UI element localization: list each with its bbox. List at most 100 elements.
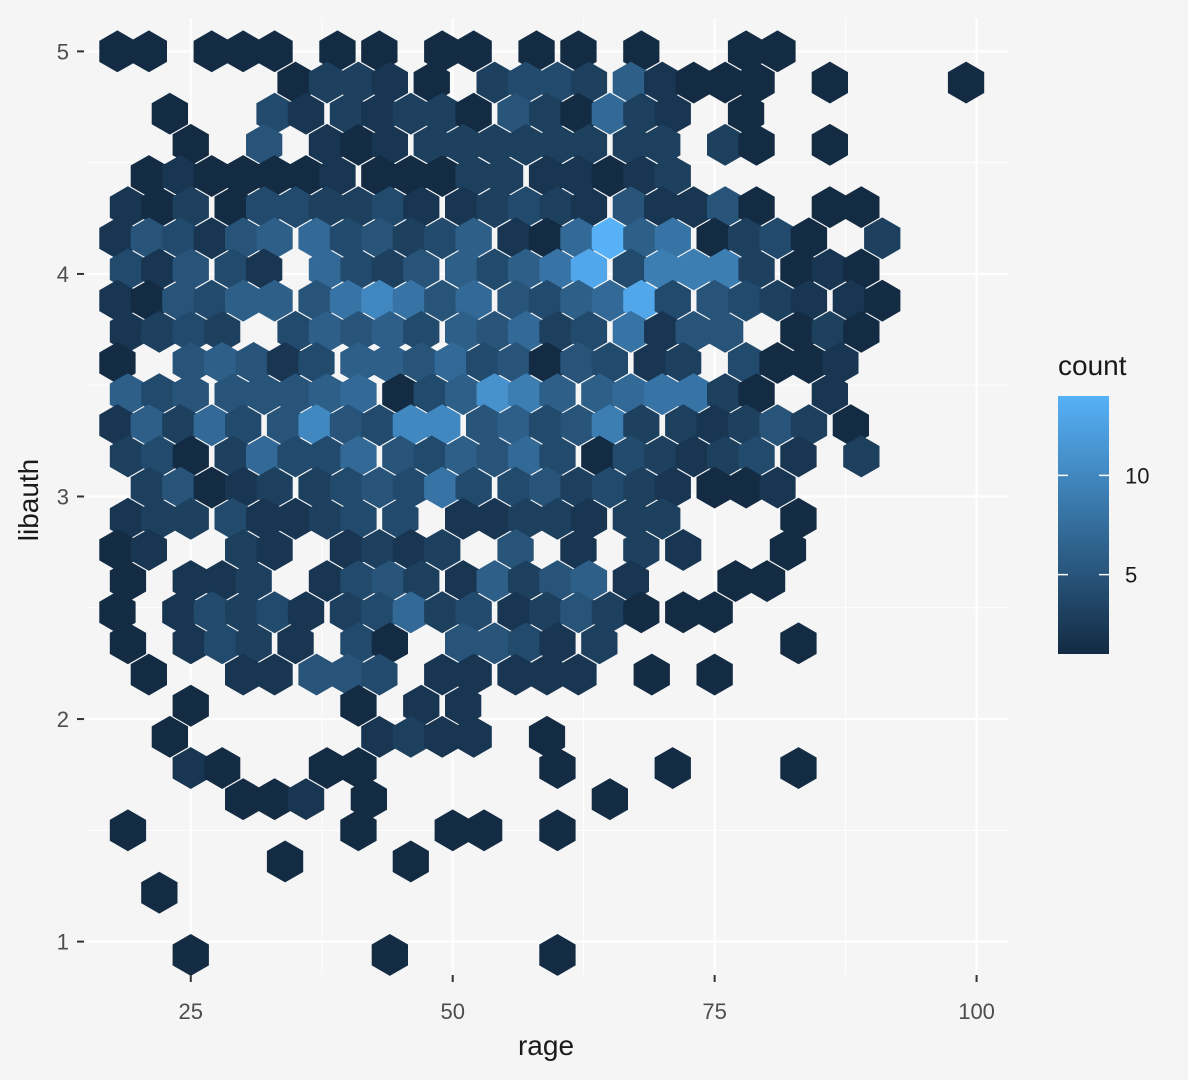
hex-bin bbox=[403, 248, 440, 291]
hex-bin bbox=[256, 217, 293, 260]
hex-bin bbox=[654, 466, 691, 509]
hex-bin bbox=[130, 529, 167, 571]
hex-bin bbox=[99, 404, 136, 447]
hex-bin bbox=[832, 279, 869, 322]
hex-bin bbox=[109, 497, 147, 540]
hex-bin bbox=[843, 186, 880, 229]
hex-bin bbox=[256, 30, 293, 73]
hex-bin bbox=[748, 560, 786, 602]
hex-bin bbox=[759, 404, 796, 447]
hex-bin bbox=[654, 747, 691, 789]
hex-bin bbox=[644, 497, 681, 540]
hex-bin bbox=[329, 404, 367, 447]
hex-bin bbox=[727, 466, 765, 509]
hex-bin bbox=[392, 840, 429, 883]
y-tick-label: 5 bbox=[57, 39, 69, 64]
hex-bin bbox=[193, 279, 230, 322]
hex-bin bbox=[811, 186, 848, 229]
hex-bin bbox=[727, 342, 765, 384]
hex-bin bbox=[497, 342, 534, 384]
x-tick-label: 75 bbox=[702, 999, 726, 1024]
hex-bin bbox=[445, 435, 482, 478]
hex-bin bbox=[759, 217, 796, 260]
hex-bin bbox=[130, 653, 167, 696]
hex-bin bbox=[214, 435, 251, 478]
hex-bin bbox=[644, 373, 681, 416]
hex-bin bbox=[864, 279, 901, 322]
hex-bin bbox=[413, 373, 450, 416]
hex-bin bbox=[340, 435, 377, 478]
hex-bin bbox=[204, 622, 241, 665]
hex-bin bbox=[507, 560, 545, 602]
hex-bin bbox=[193, 466, 230, 509]
hex-bin bbox=[727, 404, 765, 447]
hex-bin bbox=[727, 30, 765, 73]
hex-bin bbox=[371, 560, 408, 602]
hex-bin bbox=[141, 248, 178, 291]
hex-bin bbox=[361, 30, 398, 73]
hex-bin bbox=[539, 186, 576, 229]
hex-bin bbox=[644, 61, 681, 104]
hex-bin bbox=[392, 279, 429, 322]
hex-bin bbox=[769, 529, 807, 571]
hex-bin bbox=[455, 466, 492, 509]
hex-bin bbox=[204, 560, 241, 602]
hex-bin bbox=[539, 622, 576, 665]
hex-bin bbox=[790, 404, 828, 447]
hex-bin bbox=[445, 373, 482, 416]
hex-bin bbox=[371, 342, 408, 384]
hex-bin bbox=[738, 186, 775, 229]
hex-bin bbox=[298, 217, 335, 260]
hex-bin bbox=[172, 622, 209, 665]
hex-bin bbox=[225, 30, 262, 73]
hex-bin bbox=[361, 466, 398, 509]
hex-bin bbox=[455, 653, 492, 696]
hex-bin bbox=[308, 497, 346, 540]
hex-bin bbox=[403, 342, 440, 384]
hex-bin bbox=[340, 747, 377, 789]
hex-bin bbox=[340, 622, 377, 665]
hex-bin bbox=[382, 497, 419, 540]
hex-bin bbox=[371, 310, 408, 353]
hex-bin bbox=[340, 248, 377, 291]
hex-bin bbox=[225, 279, 262, 322]
hex-bin bbox=[225, 778, 262, 821]
hex-bin bbox=[570, 310, 608, 353]
hex-bin bbox=[497, 653, 534, 696]
hex-bin bbox=[612, 61, 649, 104]
hex-bin bbox=[130, 30, 167, 73]
hex-bin bbox=[403, 684, 440, 727]
hex-bin bbox=[172, 560, 209, 602]
hex-bin bbox=[832, 404, 869, 447]
hex-bin bbox=[361, 404, 398, 447]
hex-bin bbox=[476, 61, 513, 104]
hex-bin bbox=[204, 342, 241, 384]
hex-bin bbox=[738, 123, 775, 166]
hex-bin bbox=[392, 466, 429, 509]
hex-bin bbox=[623, 466, 660, 509]
hex-bin bbox=[340, 809, 377, 852]
hex-bin bbox=[99, 279, 136, 322]
hex-bin bbox=[947, 61, 985, 104]
hex-bin bbox=[570, 123, 608, 166]
hex-bin bbox=[340, 123, 377, 166]
hex-bin bbox=[246, 248, 283, 291]
hex-bin bbox=[329, 591, 367, 634]
hex-bin bbox=[539, 560, 576, 602]
hex-bin bbox=[277, 622, 314, 665]
hex-bin bbox=[109, 373, 147, 416]
hex-bin bbox=[759, 279, 796, 322]
hex-bin bbox=[287, 155, 325, 197]
hex-bin bbox=[476, 497, 513, 540]
hex-bin bbox=[225, 155, 262, 197]
hex-bin bbox=[109, 248, 147, 291]
hex-bin bbox=[780, 435, 817, 478]
hex-bin bbox=[560, 279, 597, 322]
hex-bin bbox=[256, 591, 293, 634]
hex-bin bbox=[612, 248, 649, 291]
hex-bin bbox=[864, 217, 901, 260]
hex-bin bbox=[445, 186, 482, 229]
hex-bin bbox=[665, 529, 702, 571]
hex-bin bbox=[738, 435, 775, 478]
hex-bin bbox=[665, 342, 702, 384]
